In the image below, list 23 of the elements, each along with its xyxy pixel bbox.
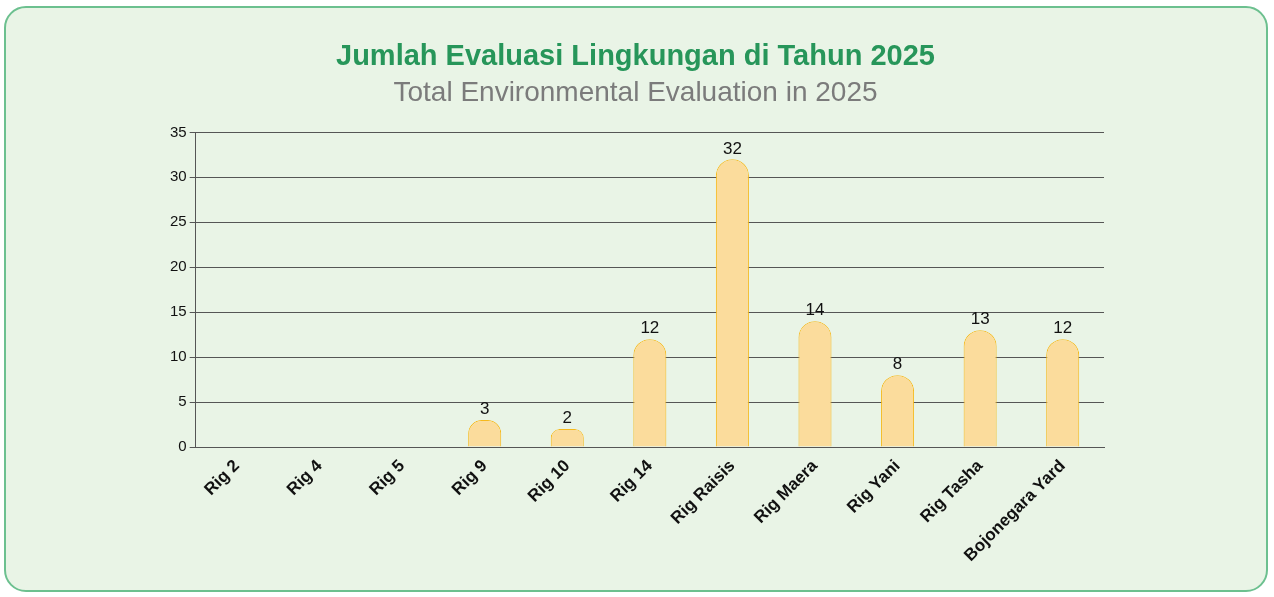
y-tick-label: 15 bbox=[170, 302, 187, 320]
y-tick-label: 30 bbox=[170, 167, 187, 185]
x-tick-label: Rig 10 bbox=[523, 455, 574, 506]
y-tick-label: 10 bbox=[170, 347, 187, 365]
x-tick-label: Rig 14 bbox=[606, 455, 657, 506]
y-tick-label: 25 bbox=[170, 212, 187, 230]
x-tick-label: Rig 4 bbox=[282, 455, 327, 499]
data-label: 32 bbox=[722, 138, 742, 158]
data-label: 8 bbox=[892, 354, 903, 374]
chart-title: Jumlah Evaluasi Lingkungan di Tahun 2025 bbox=[336, 39, 935, 72]
x-tick-label: Rig 2 bbox=[200, 455, 244, 499]
chart-subtitle: Total Environmental Evaluation in 2025 bbox=[393, 76, 878, 108]
y-tick-label: 20 bbox=[170, 257, 187, 275]
data-label: 3 bbox=[479, 399, 490, 419]
data-label: 12 bbox=[640, 318, 660, 338]
y-tick-label: 0 bbox=[178, 437, 187, 455]
y-tick-label: 35 bbox=[170, 122, 187, 140]
data-label: 2 bbox=[562, 408, 572, 428]
data-label: 12 bbox=[1053, 318, 1073, 338]
data-label: 13 bbox=[970, 309, 990, 329]
y-tick-label: 5 bbox=[178, 392, 187, 410]
x-tick-label: Rig 5 bbox=[365, 455, 409, 499]
x-tick-label: Rig 9 bbox=[448, 455, 491, 499]
